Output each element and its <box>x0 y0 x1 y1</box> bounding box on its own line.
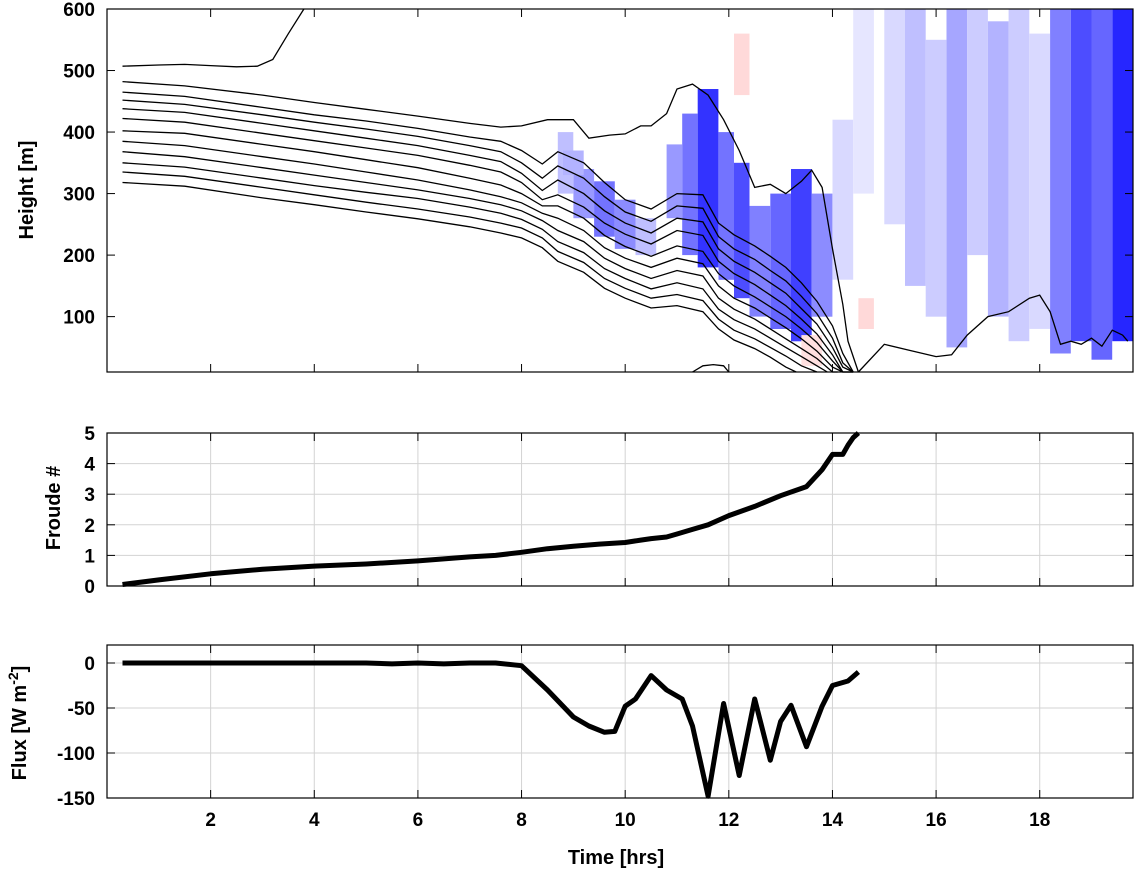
heatmap-cell-17 <box>884 9 905 225</box>
contour-line-10 <box>122 171 818 373</box>
heatmap-cell-11 <box>749 205 771 317</box>
panel-froude-frame <box>106 432 1134 587</box>
panel-flux-ticks: 2 4 6 8 10 12 14 16 18 -150 -100 -50 0 <box>57 645 1133 831</box>
heatmap-cell-6 <box>666 144 683 219</box>
xtick-label-16: 16 <box>926 810 947 831</box>
ytick-label-0: 0 <box>84 654 95 675</box>
panel-height-ticks: 100 200 300 400 500 600 <box>63 0 1133 372</box>
froude-series-line <box>122 431 861 587</box>
heatmap-cell-4 <box>635 218 657 256</box>
heatmap-cell-5 <box>563 150 584 176</box>
flux-ylabel-sup: -2 <box>5 672 21 685</box>
heatmap-cell-28 <box>1112 9 1133 342</box>
ytick-label-500: 500 <box>63 62 95 83</box>
heatmap-cell-8 <box>697 89 719 268</box>
ytick-label-300: 300 <box>63 185 95 206</box>
heatmap-cell-22 <box>987 21 1009 317</box>
contour-line-5 <box>122 117 854 373</box>
heatmap-cell-30 <box>858 298 874 329</box>
contour-line-7 <box>122 140 844 373</box>
heatmap-cell-29 <box>734 33 750 96</box>
xtick-label-4: 4 <box>309 810 320 831</box>
flux-ylabel-end: ] <box>9 666 31 673</box>
heatmap-cell-27 <box>1091 9 1113 360</box>
heatmap-cell-16 <box>853 9 874 194</box>
contour-line-6 <box>122 130 854 373</box>
ytick-label-100: 100 <box>63 308 95 329</box>
heatmap-cell-9 <box>718 132 734 280</box>
panel-flux-frame <box>106 644 1134 799</box>
heatmap-cell-23 <box>1008 9 1030 342</box>
flux-series-line <box>122 660 861 799</box>
heatmap-cell-19 <box>925 39 947 317</box>
xtick-label-2: 2 <box>205 810 216 831</box>
contour-line-2 <box>122 91 854 373</box>
xtick-label-6: 6 <box>413 810 424 831</box>
ytick-label-4: 4 <box>84 455 95 476</box>
ytick-label--150: -150 <box>57 789 95 810</box>
heatmap-cell-10 <box>734 162 750 299</box>
ytick-label--100: -100 <box>57 744 95 765</box>
panel-flux: 2 4 6 8 10 12 14 16 18-150-100-500 Flux [W m-2] … <box>5 644 1134 869</box>
panel-height-frame <box>106 8 1134 373</box>
heatmap-cell-21 <box>967 9 988 256</box>
heatmap-cell-13 <box>791 169 812 342</box>
xtick-label-8: 8 <box>516 810 527 831</box>
heatmap-cell-20 <box>946 9 968 348</box>
heatmap-cell-18 <box>905 9 926 286</box>
ytick-label--50: -50 <box>68 699 95 720</box>
xtick-label-10: 10 <box>615 810 636 831</box>
heatmap-cell-25 <box>1050 9 1071 354</box>
panel-height-contours <box>122 8 1129 373</box>
heatmap-cell-26 <box>1070 9 1092 342</box>
heatmap-cell-2 <box>594 181 615 237</box>
ytick-label-0: 0 <box>84 577 95 598</box>
xtick-label-18: 18 <box>1029 810 1050 831</box>
ytick-label-200: 200 <box>63 246 95 267</box>
panel-height-cells <box>557 9 1133 366</box>
panel-froude-ylabel: Froude # <box>43 466 65 550</box>
ytick-label-5: 5 <box>84 424 95 445</box>
contour-line-11 <box>122 181 797 373</box>
heatmap-cell-14 <box>811 193 833 317</box>
panel-flux-ylabel: Flux [W m-2] <box>5 666 31 781</box>
panel-froude-ticks: 0 1 2 3 4 5 <box>84 424 1133 598</box>
contour-line-8 <box>122 151 838 373</box>
ytick-label-2: 2 <box>84 516 95 537</box>
panel-height: 100 200 300 400 500 600 Height [m] <box>16 0 1134 373</box>
flux-ylabel-text: Flux [W m <box>9 685 31 781</box>
contour-line-12 <box>857 294 1129 373</box>
heatmap-cell-24 <box>1029 33 1051 329</box>
ytick-label-600: 600 <box>63 0 95 21</box>
contour-line-9 <box>122 162 828 373</box>
ytick-label-3: 3 <box>84 485 95 506</box>
panel-froude: 0 1 2 3 4 5 Froude # <box>43 424 1134 598</box>
ytick-label-400: 400 <box>63 123 95 144</box>
heatmap-cell-15 <box>832 119 854 280</box>
xtick-label-12: 12 <box>718 810 739 831</box>
ytick-label-1: 1 <box>84 546 95 567</box>
contour-line-0 <box>122 8 305 68</box>
panel-froude-grid <box>107 432 1133 587</box>
contour-line-3 <box>122 99 854 373</box>
contour-line-1 <box>122 80 860 373</box>
contour-line-13 <box>692 363 730 373</box>
heatmap-cell-12 <box>770 193 791 329</box>
xtick-label-14: 14 <box>822 810 844 831</box>
x-axis-label: Time [hrs] <box>568 847 664 869</box>
panel-height-ylabel: Height [m] <box>16 141 38 240</box>
contour-line-4 <box>122 108 854 373</box>
